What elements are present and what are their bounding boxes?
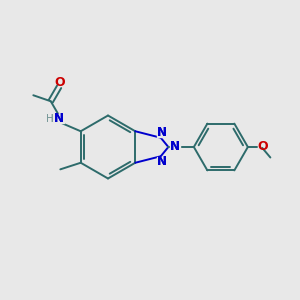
Text: N: N <box>170 140 180 153</box>
Text: N: N <box>157 126 167 139</box>
Text: N: N <box>54 112 64 125</box>
Text: O: O <box>258 140 268 154</box>
Text: N: N <box>157 126 167 139</box>
Bar <box>157 157 167 166</box>
Text: N: N <box>157 155 167 168</box>
Text: N: N <box>157 155 167 168</box>
Bar <box>157 128 167 137</box>
Text: H: H <box>46 114 54 124</box>
Text: N: N <box>170 140 180 153</box>
Text: O: O <box>55 76 65 89</box>
Text: N: N <box>54 112 64 125</box>
Bar <box>54 114 64 124</box>
Bar <box>170 141 180 151</box>
Text: H: H <box>46 114 54 124</box>
